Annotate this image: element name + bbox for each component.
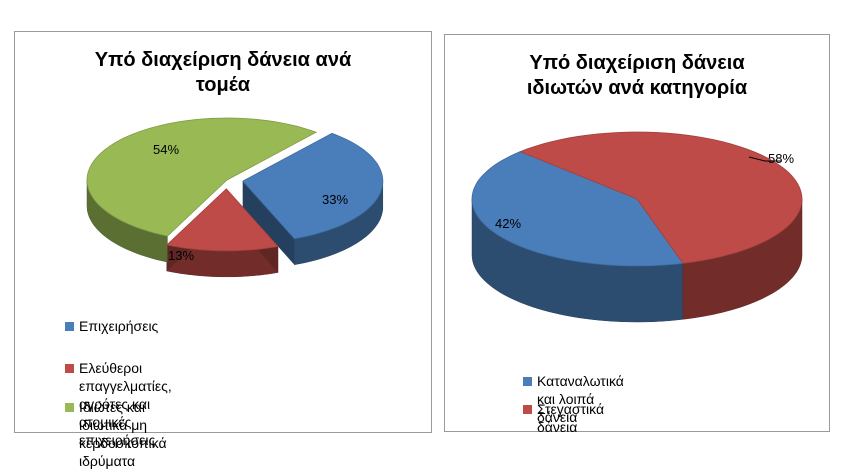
pie-slice bbox=[86, 117, 318, 237]
legend-label-line-1: Ελεύθεροι επαγγελματίες, αγρότες και ατο… bbox=[79, 360, 172, 430]
legend-label: Καταναλωτικά και λοιπά δάνεια bbox=[537, 373, 624, 425]
data-label: 33% bbox=[322, 192, 348, 207]
pie-slice-cut-face bbox=[242, 181, 295, 265]
chart-title-line-2: τομέα bbox=[195, 74, 251, 96]
chart-title-line-1: Υπό διαχείριση δάνεια bbox=[529, 52, 745, 74]
chart-title: Υπό διαχείριση δάνεια ανά τομέα bbox=[15, 48, 431, 98]
chart-panel-sector: Υπό διαχείριση δάνεια ανά τομέα 33% 13% 54… bbox=[14, 31, 432, 469]
data-label: 58% bbox=[768, 151, 794, 166]
legend-label: Ιδιώτες και ιδιωτικά μη κερδοσκοπικά ιδρ… bbox=[79, 399, 167, 469]
pie-slice bbox=[242, 132, 384, 240]
chart-title-line-2: ιδιωτών ανά κατηγορία bbox=[526, 77, 748, 99]
legend-label: Στεγαστικά δάνεια bbox=[537, 401, 605, 435]
leader-line bbox=[748, 156, 781, 162]
legend-item: Ελεύθεροι επαγγελματίες, αγρότες και ατο… bbox=[65, 359, 172, 449]
legend-swatch bbox=[65, 364, 74, 373]
legend-item: Ιδιώτες και ιδιωτικά μη κερδοσκοπικά ιδρ… bbox=[65, 398, 167, 470]
chart-title: Υπό διαχείριση δάνεια ιδιωτών ανά κατηγο… bbox=[445, 51, 829, 101]
legend-swatch bbox=[523, 377, 532, 386]
legend-item: Καταναλωτικά και λοιπά δάνεια bbox=[523, 372, 624, 426]
data-label: 13% bbox=[168, 248, 194, 263]
pie-chart-category: 42% 58% bbox=[471, 131, 803, 323]
legend-swatch bbox=[65, 403, 74, 412]
legend-swatch bbox=[65, 322, 74, 331]
legend-label: Ελεύθεροι επαγγελματίες, αγρότες και ατο… bbox=[79, 359, 172, 449]
data-label: 54% bbox=[153, 142, 179, 157]
legend-label-line-2: επιχειρήσεις bbox=[79, 432, 156, 448]
legend-item: Επιχειρήσεις bbox=[65, 317, 158, 335]
pie-slice bbox=[165, 188, 279, 252]
pie-slice bbox=[519, 131, 803, 264]
pie-chart-sector: 33% 13% 54% bbox=[86, 117, 384, 278]
legend-label: Επιχειρήσεις bbox=[79, 318, 159, 334]
chart-title-line-1: Υπό διαχείριση δάνεια ανά bbox=[94, 49, 352, 71]
pie-slice bbox=[471, 151, 684, 267]
legend-item: Στεγαστικά δάνεια bbox=[523, 400, 604, 436]
data-label: 42% bbox=[495, 216, 521, 231]
chart-panel-category: Υπό διαχείριση δάνεια ιδιωτών ανά κατηγο… bbox=[444, 34, 830, 435]
legend-swatch bbox=[523, 405, 532, 414]
